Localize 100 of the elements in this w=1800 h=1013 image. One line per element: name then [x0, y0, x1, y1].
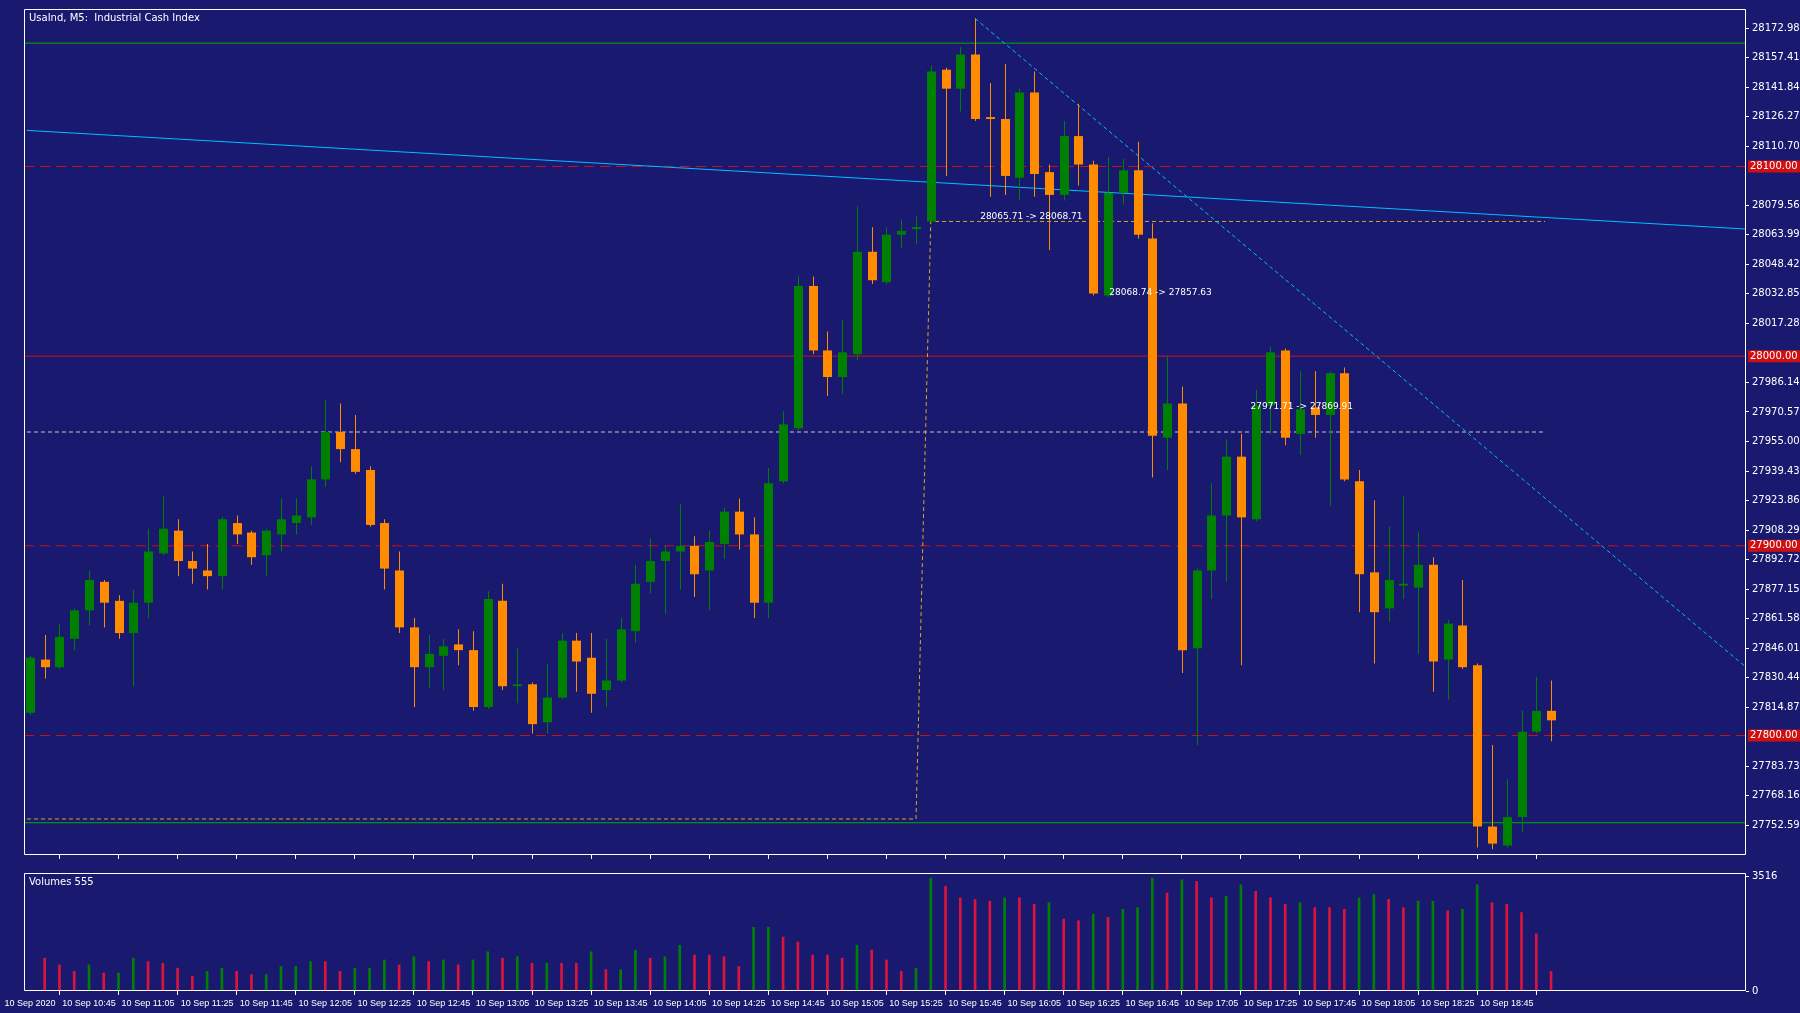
x-tick-label: 10 Sep 11:45 [239, 997, 293, 1008]
candlestick [912, 215, 921, 245]
candlestick [986, 82, 995, 197]
x-tick-label: 10 Sep 14:25 [712, 997, 766, 1008]
bar [929, 877, 933, 991]
bar [1091, 913, 1095, 991]
bar [1077, 920, 1080, 991]
ref-line-label: 28000.00 [1750, 349, 1798, 361]
candlestick [1399, 496, 1408, 599]
x-tick-label: 10 Sep 13:05 [475, 997, 530, 1008]
bar [353, 967, 357, 991]
x-tick-label: 10 Sep 10:45 [62, 997, 116, 1008]
bar [545, 962, 549, 991]
bar [309, 961, 312, 991]
bar [250, 974, 253, 991]
x-tick-label: 10 Sep 2020 [4, 997, 56, 1008]
x-tick-label: 10 Sep 17:05 [1184, 997, 1239, 1008]
bar [72, 971, 76, 991]
x-tick-label: 10 Sep 17:45 [1302, 997, 1357, 1008]
x-tick-label: 10 Sep 16:45 [1125, 997, 1180, 1008]
bar [456, 964, 460, 991]
y-tick-label: 27908.29 [1752, 523, 1800, 535]
candlestick [676, 504, 685, 590]
bar [737, 966, 741, 991]
y-tick-label: 27783.73 [1752, 759, 1800, 771]
y-tick-label: 27986.14 [1752, 376, 1800, 388]
y-tick-label: 28110.70 [1752, 139, 1800, 151]
y-tick-label: 27955.00 [1752, 435, 1800, 447]
ref-line-label: 27800.00 [1750, 729, 1798, 741]
bar [958, 897, 962, 991]
bar [1121, 908, 1125, 991]
bar [619, 969, 622, 991]
x-tick-label: 10 Sep 12:25 [357, 997, 412, 1008]
bar [1283, 904, 1287, 991]
bar [1254, 890, 1258, 991]
y-tick-label: 28063.99 [1752, 228, 1800, 240]
candlestick [513, 648, 522, 704]
y-tick-label: 28017.28 [1752, 316, 1800, 328]
y-tick-label: 28172.98 [1752, 21, 1800, 33]
bar [1018, 897, 1021, 991]
y-tick-label: 0 [1752, 984, 1759, 996]
bar [575, 962, 578, 991]
bar [899, 971, 903, 991]
bar [294, 966, 298, 991]
x-tick-label: 10 Sep 16:05 [1007, 997, 1061, 1008]
y-tick-label: 27892.72 [1752, 553, 1800, 565]
bar [1342, 908, 1346, 991]
y-tick-label: 27861.58 [1752, 612, 1800, 624]
bar [58, 964, 61, 991]
bar [1269, 897, 1272, 991]
x-tick-label: 10 Sep 15:05 [830, 997, 884, 1008]
bar [442, 959, 445, 991]
x-tick-label: 10 Sep 17:25 [1243, 997, 1298, 1008]
ref-line-label: 28100.00 [1750, 160, 1798, 172]
bar [117, 972, 120, 991]
bar [1328, 907, 1331, 991]
bar [486, 951, 490, 991]
x-tick-label: 10 Sep 11:05 [121, 997, 175, 1008]
y-tick-label: 27830.44 [1752, 671, 1800, 683]
y-tick-label: 28048.42 [1752, 257, 1800, 269]
ref-line-label: 27900.00 [1750, 539, 1798, 551]
bar [560, 962, 563, 991]
y-tick-label: 27768.16 [1752, 789, 1800, 801]
bar [368, 967, 371, 991]
bar [1520, 912, 1523, 991]
bar [161, 962, 165, 991]
bar [811, 954, 814, 991]
bar [131, 957, 135, 991]
y-tick-label: 27970.57 [1752, 405, 1800, 417]
bar [1313, 907, 1317, 991]
y-tick-label: 28126.27 [1752, 110, 1800, 122]
bar [826, 954, 829, 991]
bar [176, 967, 179, 991]
bar [501, 957, 504, 991]
bar [1150, 877, 1154, 991]
y-tick-label: 28032.85 [1752, 287, 1800, 299]
bar [1505, 904, 1509, 991]
bar [693, 954, 696, 991]
y-tick-label: 27814.87 [1752, 700, 1800, 712]
x-tick-label: 10 Sep 12:45 [416, 997, 471, 1008]
bar [1475, 884, 1479, 991]
y-tick-label: 28141.84 [1752, 80, 1800, 92]
x-tick-label: 10 Sep 11:25 [180, 997, 234, 1008]
bar [323, 961, 327, 991]
bar [1003, 897, 1006, 991]
bar [1446, 910, 1450, 991]
y-tick-label: 27846.01 [1752, 641, 1800, 653]
bar [870, 949, 874, 991]
bar [1136, 907, 1139, 991]
y-tick-label: 27752.59 [1752, 819, 1800, 831]
chart-title: Volumes 555 [29, 875, 94, 887]
bar [191, 975, 194, 991]
bar [1461, 908, 1464, 991]
bar [634, 949, 637, 991]
y-tick-label: 3516 [1752, 869, 1778, 881]
y-tick-label: 28079.56 [1752, 198, 1800, 210]
bar [383, 959, 386, 991]
x-tick-label: 10 Sep 13:45 [593, 997, 648, 1008]
bar [1402, 907, 1405, 991]
bar [235, 971, 238, 991]
